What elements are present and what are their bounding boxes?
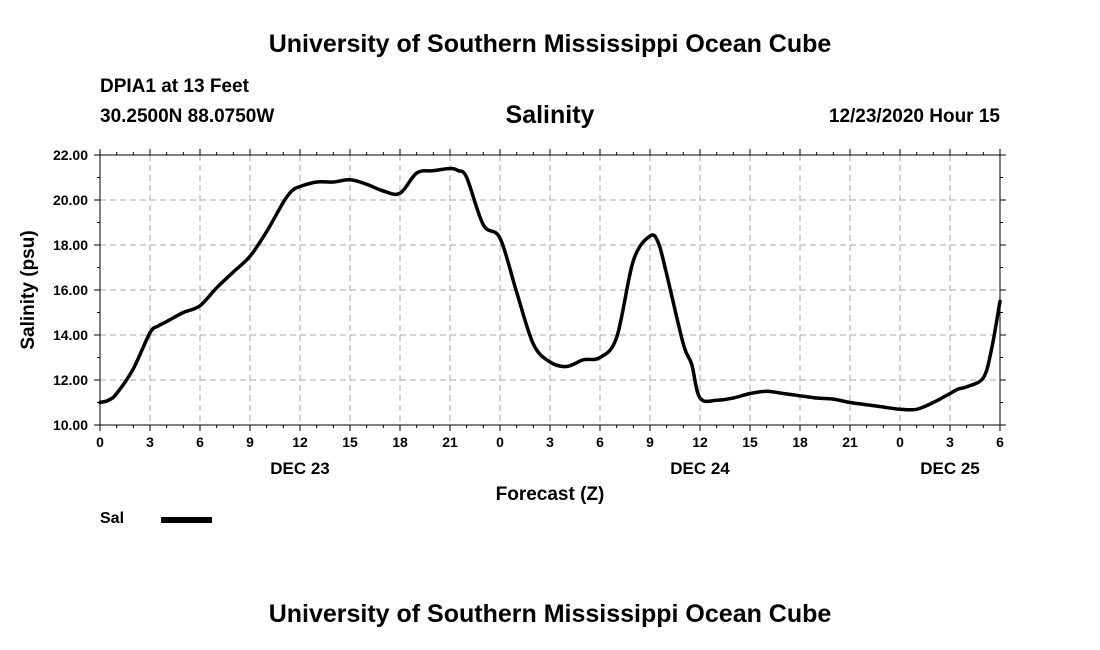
x-tick-label: 0 bbox=[96, 434, 104, 450]
x-tick-label: 6 bbox=[996, 434, 1004, 450]
x-tick-label: 3 bbox=[946, 434, 954, 450]
y-tick-label: 10.00 bbox=[53, 417, 88, 433]
y-tick-label: 20.00 bbox=[53, 192, 88, 208]
y-tick-label: 12.00 bbox=[53, 372, 88, 388]
y-tick-label: 18.00 bbox=[53, 237, 88, 253]
footer-title: University of Southern Mississippi Ocean… bbox=[268, 600, 832, 628]
x-tick-label: 15 bbox=[342, 434, 358, 450]
x-tick-label: 0 bbox=[496, 434, 504, 450]
plot-frame bbox=[99, 154, 1001, 426]
station-name: DPIA1 at 13 Feet bbox=[100, 76, 249, 97]
y-tick-label: 22.00 bbox=[53, 147, 88, 163]
x-axis-label: Forecast (Z) bbox=[496, 484, 605, 505]
chart-title: Salinity bbox=[505, 101, 595, 129]
x-tick-label: 9 bbox=[246, 434, 254, 450]
forecast-timestamp: 12/23/2020 Hour 15 bbox=[828, 106, 1000, 127]
legend-line-swatch bbox=[161, 517, 212, 523]
chart-tick-labels: 10.00 12.00 14.00 16.00 18.00 20.00 22.00 0 3 6 9 1… bbox=[53, 147, 1004, 478]
y-tick-label: 16.00 bbox=[53, 282, 88, 298]
x-tick-label: 6 bbox=[196, 434, 204, 450]
y-axis-label: Salinity (psu) bbox=[18, 230, 39, 349]
station-coordinates: 30.2500N 88.0750W bbox=[100, 106, 275, 127]
x-tick-label: 18 bbox=[792, 434, 808, 450]
chart-grid bbox=[99, 154, 1001, 426]
salinity-series-line bbox=[98, 166, 1002, 412]
page-title: University of Southern Mississippi Ocean… bbox=[268, 30, 832, 58]
legend-label: Sal bbox=[100, 510, 125, 527]
day-label: DEC 23 bbox=[270, 459, 330, 478]
x-tick-label: 6 bbox=[596, 434, 604, 450]
x-tick-label: 3 bbox=[546, 434, 554, 450]
day-label: DEC 25 bbox=[920, 459, 980, 478]
x-tick-label: 21 bbox=[842, 434, 858, 450]
y-tick-label: 14.00 bbox=[53, 327, 88, 343]
x-tick-label: 18 bbox=[392, 434, 408, 450]
x-tick-label: 12 bbox=[692, 434, 708, 450]
x-tick-label: 12 bbox=[292, 434, 308, 450]
x-tick-label: 0 bbox=[896, 434, 904, 450]
x-tick-label: 9 bbox=[646, 434, 654, 450]
x-tick-label: 15 bbox=[742, 434, 758, 450]
x-tick-label: 21 bbox=[442, 434, 458, 450]
day-label: DEC 24 bbox=[670, 459, 730, 478]
x-tick-label: 3 bbox=[146, 434, 154, 450]
